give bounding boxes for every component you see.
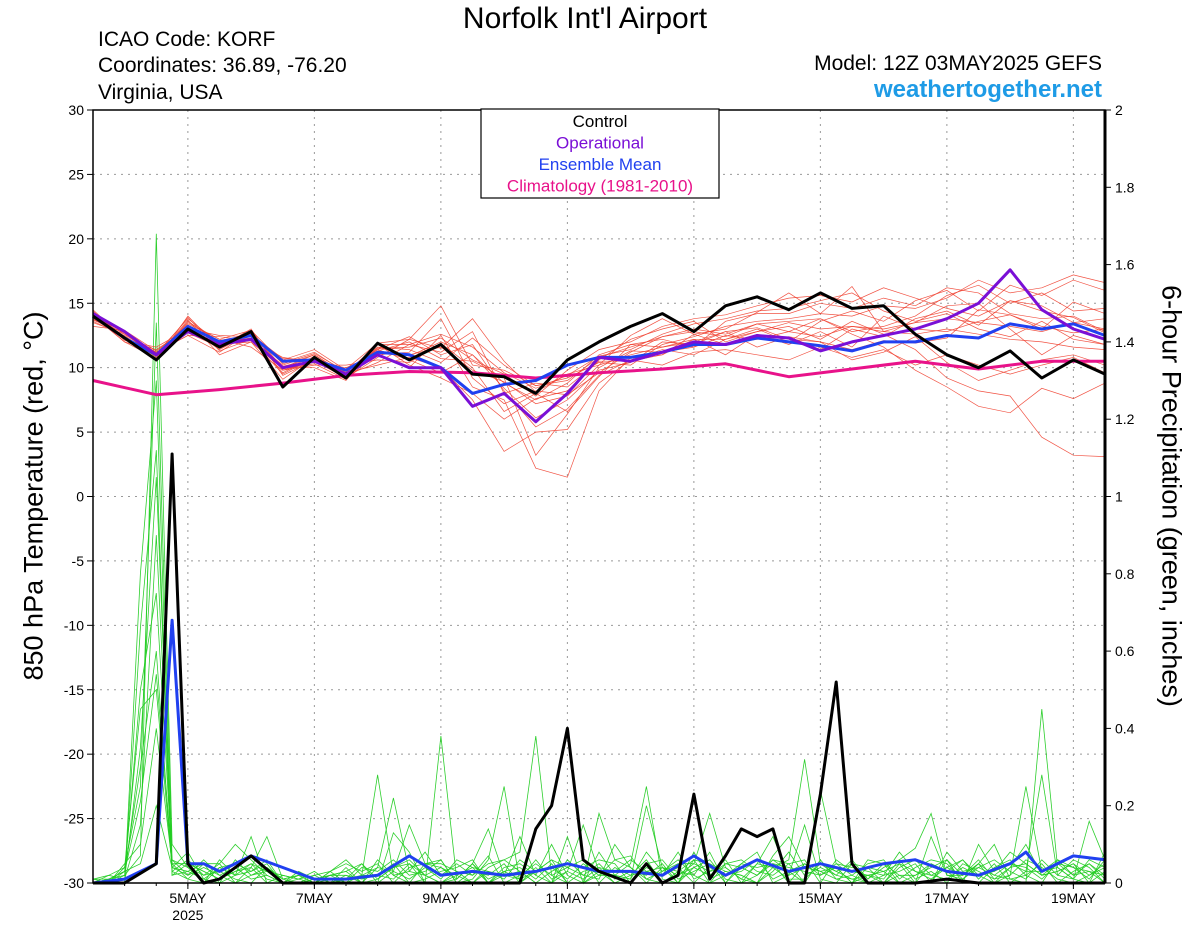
x-tick-label: 13MAY xyxy=(671,890,717,906)
y-tick-label: 10 xyxy=(68,360,84,376)
y2-tick-label: 0.2 xyxy=(1115,798,1135,814)
y-tick-label: -20 xyxy=(64,746,84,762)
precip-member-line xyxy=(92,593,1106,884)
precip-members xyxy=(92,233,1106,885)
x-tick-label: 19MAY xyxy=(1051,890,1097,906)
icao-code: ICAO Code: KORF xyxy=(98,28,276,51)
temp-climatology-1981-2010-line xyxy=(92,359,1105,397)
y2-tick-label: 1.8 xyxy=(1115,179,1135,195)
precip-ensemble-mean-line xyxy=(92,618,1106,885)
y2-tick-label: 0.4 xyxy=(1115,720,1135,736)
precip-member-line xyxy=(93,804,1106,884)
y-tick-label: -30 xyxy=(64,875,84,891)
temp-member-line xyxy=(92,279,1106,428)
x-tick-label: 15MAY xyxy=(798,890,844,906)
y2-tick-label: 1.6 xyxy=(1115,257,1135,273)
y-tick-label: 15 xyxy=(68,295,84,311)
temp-control-line xyxy=(92,291,1106,395)
model-run: Model: 12Z 03MAY2025 GEFS xyxy=(814,52,1102,75)
x-tick-label: 7MAY xyxy=(296,890,334,906)
x-tick-label: 17MAY xyxy=(924,890,970,906)
legend-item-control: Control xyxy=(573,112,628,131)
x-tick-label: 11MAY xyxy=(545,890,589,906)
y2-tick-label: 0.8 xyxy=(1115,566,1135,582)
site-link[interactable]: weathertogether.net xyxy=(873,76,1102,103)
precip-member-line xyxy=(92,450,1106,884)
y-tick-label: 25 xyxy=(68,166,84,182)
temp-member-line xyxy=(92,309,1106,419)
y2-tick-label: 0 xyxy=(1115,875,1123,891)
axes: 302520151050-5-10-15-20-25-3021.81.61.41… xyxy=(64,102,1135,923)
region: Virginia, USA xyxy=(98,81,223,104)
precip-member-line xyxy=(93,477,1106,884)
temp-members xyxy=(92,274,1106,478)
x-tick-sublabel: 2025 xyxy=(172,907,203,923)
y2-tick-label: 2 xyxy=(1115,102,1123,118)
coordinates: Coordinates: 36.89, -76.20 xyxy=(98,54,347,77)
y-tick-label: 30 xyxy=(68,102,84,118)
legend: Control Operational Ensemble Mean Climatolo… xyxy=(480,108,720,199)
precip-member-line xyxy=(92,535,1106,884)
y2-tick-label: 1.4 xyxy=(1115,334,1135,350)
x-tick-label: 5MAY xyxy=(169,890,207,906)
y-tick-label: -5 xyxy=(72,553,85,569)
page-title: Norfolk Int'l Airport xyxy=(462,2,708,35)
legend-item-climatology-1981-2010: Climatology (1981-2010) xyxy=(507,177,693,196)
y-tick-label: -25 xyxy=(64,811,84,827)
legend-box xyxy=(480,108,720,199)
y2-tick-label: 1 xyxy=(1115,489,1123,505)
precip-member-line xyxy=(93,233,1106,884)
precip-member-line xyxy=(93,322,1106,884)
precip-member-line xyxy=(93,380,1106,884)
y-tick-label: 5 xyxy=(76,424,84,440)
precip-member-line xyxy=(92,651,1106,884)
precip-control-line xyxy=(93,452,1105,885)
main-series xyxy=(92,268,1106,885)
y-tick-label: -15 xyxy=(64,682,84,698)
y-tick-label: -10 xyxy=(64,617,84,633)
grid xyxy=(93,110,1105,883)
y2-tick-label: 1.2 xyxy=(1115,411,1135,427)
temp-member-line xyxy=(92,313,1106,452)
y-tick-label: 20 xyxy=(68,231,84,247)
legend-item-ensemble-mean: Ensemble Mean xyxy=(539,155,662,174)
x-tick-label: 9MAY xyxy=(422,890,460,906)
legend-item-operational: Operational xyxy=(556,134,644,153)
y-tick-label: 0 xyxy=(76,489,84,505)
y2-tick-label: 0.6 xyxy=(1115,643,1135,659)
